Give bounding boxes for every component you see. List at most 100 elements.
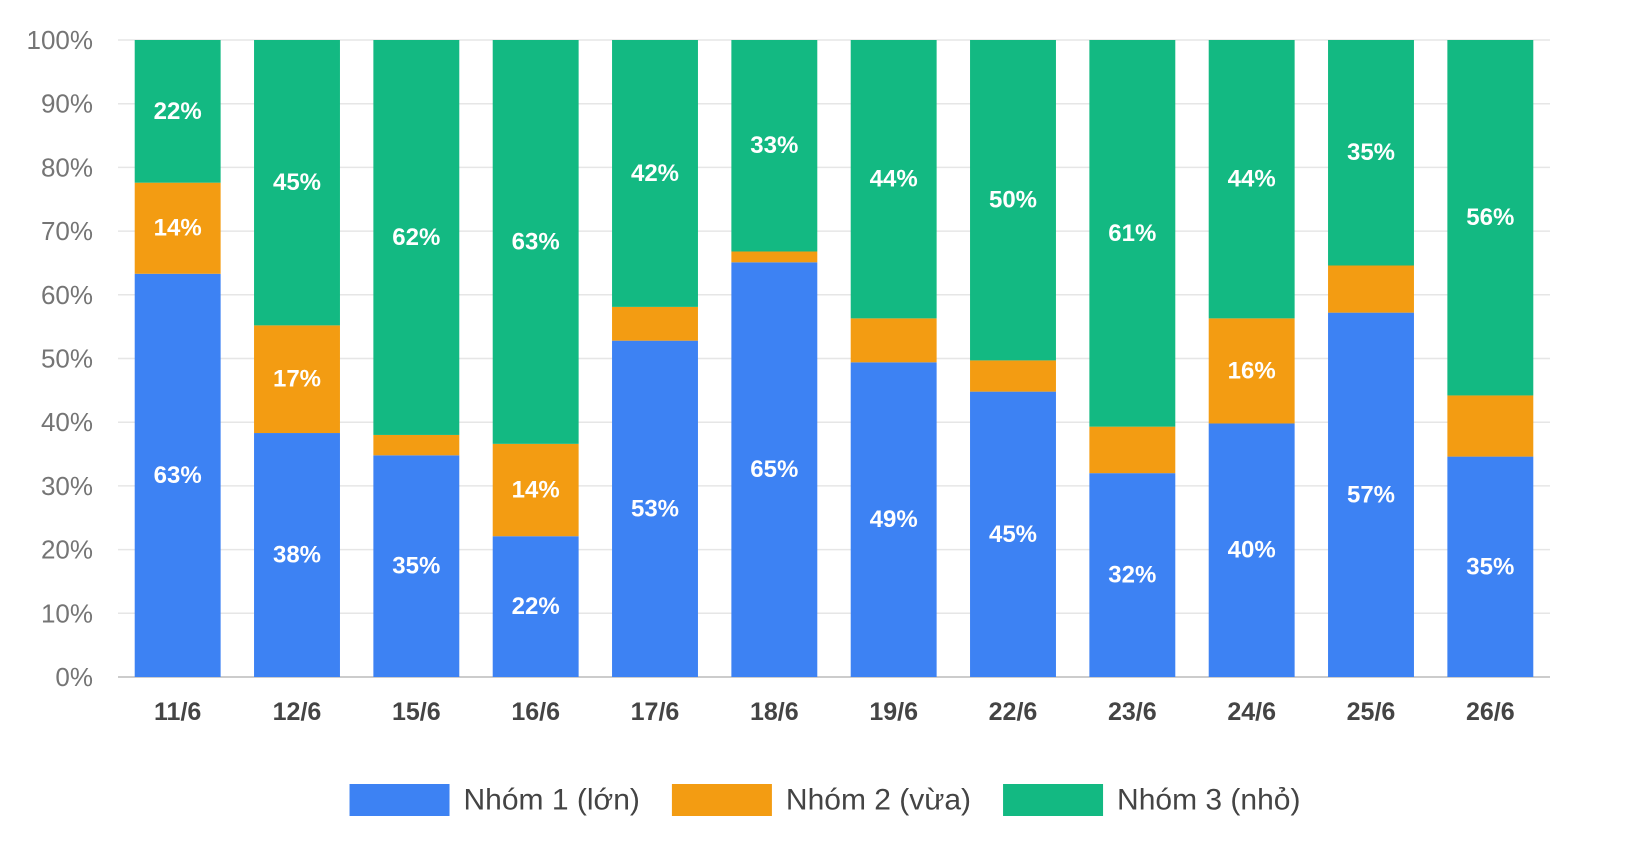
x-tick-label: 18/6 [750, 698, 799, 726]
data-label: 40% [1228, 537, 1276, 564]
x-tick-label: 16/6 [511, 698, 560, 726]
bar-segment [1208, 318, 1295, 424]
legend-swatch [671, 784, 772, 816]
x-tick-label: 25/6 [1347, 698, 1396, 726]
legend-label: Nhóm 3 (nhỏ) [1117, 784, 1300, 817]
bar-segment [850, 40, 937, 319]
bar-segment [612, 340, 698, 677]
x-tick-label: 23/6 [1108, 698, 1157, 726]
data-label: 53% [631, 495, 679, 522]
data-label: 42% [631, 160, 679, 187]
bar-segment [1208, 423, 1295, 677]
legend-label: Nhóm 2 (vừa) [786, 784, 971, 817]
data-label: 14% [154, 215, 202, 242]
x-tick-label: 24/6 [1227, 698, 1276, 726]
data-label: 32% [1108, 562, 1156, 589]
data-label: 61% [1108, 220, 1156, 247]
bar-segment [731, 40, 818, 252]
bar-segment [1328, 40, 1414, 266]
bar-segment [492, 443, 579, 537]
x-tick-label: 22/6 [989, 698, 1038, 726]
bar-segment [970, 391, 1056, 677]
data-labels: 63% 14% 22% 38% 17% 45% 35% 62% 22% 14% 63% 53% 42% 6… [154, 98, 1515, 620]
legend-item: Nhóm 3 (nhỏ) [1003, 784, 1300, 817]
bar-segment [134, 273, 221, 677]
bar-segment [1328, 312, 1414, 677]
bars [134, 40, 1534, 677]
data-label: 65% [750, 456, 798, 483]
data-label: 17% [273, 366, 321, 393]
data-label: 22% [154, 98, 202, 125]
bar-segment [373, 455, 460, 677]
bar-segment [492, 536, 579, 677]
data-label: 35% [1347, 139, 1395, 166]
bar-segment [1089, 426, 1176, 474]
legend-swatch [349, 784, 450, 816]
data-label: 57% [1347, 481, 1395, 508]
data-label: 63% [512, 228, 560, 255]
legend-item: Nhóm 2 (vừa) [671, 784, 971, 817]
y-tick-label: 100% [27, 25, 94, 55]
bar-segment [1447, 40, 1534, 396]
bar-segment [1089, 40, 1176, 427]
y-tick-label: 0% [55, 662, 93, 692]
x-axis-ticks: 11/6 12/6 15/6 16/6 17/6 18/6 19/6 22/6 23/6 24/6… [154, 698, 1515, 726]
bar-segment [970, 360, 1056, 392]
legend-item: Nhóm 1 (lớn) [349, 784, 640, 817]
bar-segment [850, 318, 937, 363]
bar-segment [1089, 473, 1176, 677]
data-label: 16% [1228, 357, 1276, 384]
data-label: 35% [1466, 553, 1514, 580]
data-label: 33% [750, 132, 798, 159]
bar-segment [373, 434, 460, 456]
x-tick-label: 15/6 [392, 698, 441, 726]
data-label: 45% [989, 521, 1037, 548]
y-tick-label: 90% [41, 89, 93, 119]
y-tick-label: 30% [41, 471, 93, 501]
x-tick-label: 12/6 [273, 698, 322, 726]
data-label: 44% [870, 166, 918, 193]
data-label: 62% [392, 224, 440, 251]
y-tick-label: 40% [41, 407, 93, 437]
bar-segment [970, 40, 1056, 361]
y-tick-label: 20% [41, 535, 93, 565]
data-label: 45% [273, 169, 321, 196]
data-label: 22% [512, 593, 560, 620]
data-label: 35% [392, 553, 440, 580]
y-tick-label: 80% [41, 152, 93, 182]
data-label: 38% [273, 542, 321, 569]
bar-segment [1447, 456, 1534, 677]
bar-segment [254, 325, 340, 434]
bar-segment [1328, 265, 1414, 313]
bar-segment [254, 433, 340, 677]
x-tick-label: 26/6 [1466, 698, 1515, 726]
data-label: 63% [154, 462, 202, 489]
data-label: 44% [1228, 166, 1276, 193]
bar-segment [612, 40, 698, 307]
bar-segment [731, 251, 818, 263]
legend: Nhóm 1 (lớn) Nhóm 2 (vừa) Nhóm 3 (nhỏ) [349, 784, 1300, 817]
bar-segment [731, 262, 818, 677]
bar-segment [373, 40, 460, 435]
x-tick-label: 19/6 [869, 698, 918, 726]
y-tick-label: 10% [41, 598, 93, 628]
bar-segment [492, 40, 579, 444]
legend-label: Nhóm 1 (lớn) [464, 784, 640, 817]
data-label: 56% [1466, 204, 1514, 231]
bar-segment [850, 362, 937, 677]
data-label: 50% [989, 187, 1037, 214]
x-tick-label: 17/6 [631, 698, 680, 726]
data-label: 49% [870, 506, 918, 533]
y-tick-label: 70% [41, 216, 93, 246]
data-label: 14% [512, 477, 560, 504]
y-axis-ticks: 0% 10% 20% 30% 40% 50% 60% 70% 80% 90% 100% [27, 25, 94, 692]
bar-segment [612, 306, 698, 341]
y-tick-label: 60% [41, 280, 93, 310]
bar-segment [1208, 40, 1295, 319]
gridlines [118, 39, 1550, 678]
bar-segment [134, 40, 221, 183]
x-tick-label: 11/6 [154, 698, 201, 726]
y-tick-label: 50% [41, 344, 93, 374]
legend-swatch [1003, 784, 1104, 816]
